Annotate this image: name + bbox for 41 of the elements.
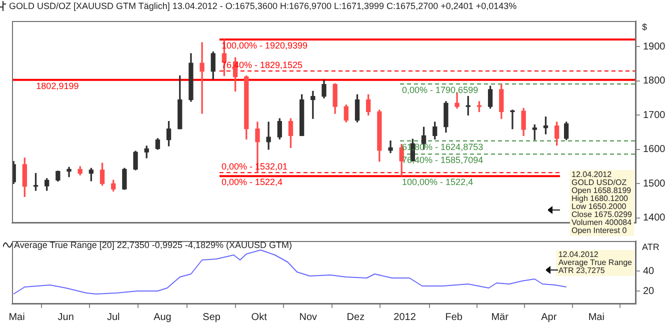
annotation: 0,00% - 1790,6599 <box>402 84 478 95</box>
x-tick-label: Dez <box>346 312 365 323</box>
annotation: Low 1650.2000 <box>572 202 628 211</box>
y-tick-label: 20 <box>643 286 655 297</box>
annotation: Open 1658.8199 <box>572 186 632 195</box>
x-tick-label: Nov <box>299 312 318 323</box>
x-tick-label: Aug <box>154 312 172 323</box>
annotation: 12.04.2012 <box>572 170 613 179</box>
text: Open Interest 0 <box>572 226 628 235</box>
y-axis-title: $ <box>642 22 648 32</box>
annotation: 76,40% - 1585,7094 <box>402 155 484 166</box>
annotation: 12.04.2012 <box>558 250 600 259</box>
annotation: Close 1675.0299 <box>572 210 632 219</box>
x-tick-label: Apr <box>541 312 558 323</box>
x-tick-label: Mai <box>8 312 25 323</box>
annotation: ATR 23,7275 <box>558 266 606 275</box>
y-axis-title: ATR <box>642 242 660 252</box>
y-tick-label: 40 <box>643 266 655 277</box>
x-tick-label: Okt <box>251 312 268 323</box>
annotation: Average True Range <box>558 258 632 267</box>
x-tick-label: Jun <box>58 312 74 323</box>
chart-title: Average True Range [20] 22,7350 -0,9925 -4,1829% (XAUUSD GTM) <box>14 240 292 250</box>
annotation: 0,00% - 1522,4 <box>221 177 283 188</box>
y-tick-label: 1800 <box>643 76 666 87</box>
x-tick-label: Feb <box>445 312 463 323</box>
x-tick-label: Jul <box>106 312 120 323</box>
x-tick-label: 2012 <box>394 312 416 323</box>
x-tick-label: Mai <box>588 312 604 323</box>
chart-title: GOLD USD/OZ [XAUUSD GTM Täglich] 13.04.2012 - O:1675,3600 H:1676,9700 L:1671,3999 C:1675,2700 +0,2401 +0,0143% <box>9 1 517 11</box>
y-tick-label: 1600 <box>643 144 666 156</box>
y-tick-label: 1900 <box>643 41 666 52</box>
annotation: 1802,9199 <box>36 80 79 91</box>
annotation: 100,00% - 1522,4 <box>402 177 474 188</box>
y-tick-label: 1700 <box>643 110 666 121</box>
annotation: GOLD USD/OZ <box>572 178 628 187</box>
x-tick-label: Mär <box>491 312 510 323</box>
y-tick-label: 1500 <box>643 178 666 190</box>
annotation: Volumen 400084 <box>572 218 632 227</box>
y-tick-label: 1400 <box>643 212 666 224</box>
annotation: High 1680.1200 <box>572 194 629 203</box>
x-tick-label: Sep <box>202 312 221 323</box>
